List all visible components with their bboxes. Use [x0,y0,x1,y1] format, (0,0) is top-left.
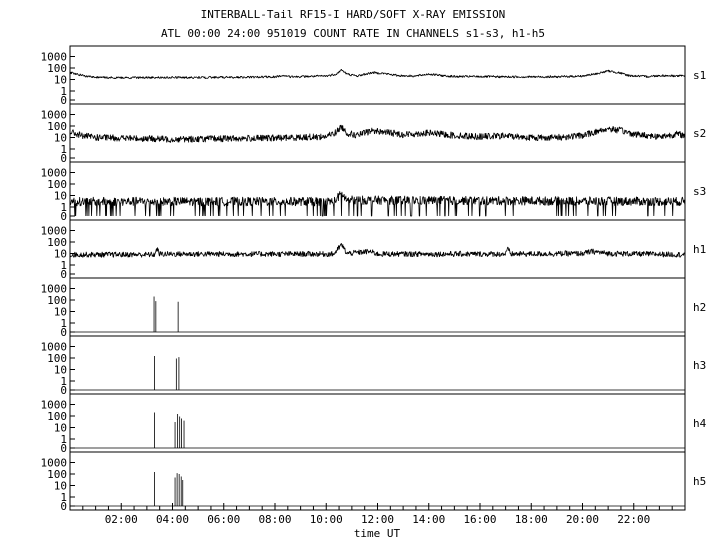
y-tick-label-s1: 10 [54,74,67,87]
channel-label-h1: h1 [693,243,706,256]
x-tick-label: 02:00 [105,513,138,526]
x-tick-label: 14:00 [412,513,445,526]
series-line-h4 [70,412,685,449]
channel-label-s3: s3 [693,185,706,198]
y-tick-label-s1: 1 [60,85,67,98]
x-tick-label: 16:00 [463,513,496,526]
y-tick-label-s3: 100 [47,178,67,191]
y-tick-label-h4: 0 [60,442,67,455]
series-line-s3 [69,191,686,217]
y-tick-label-s3: 0 [60,210,67,223]
panel-group: 10001001010s110001001010s210001001010s31… [41,45,707,513]
y-tick-label-h5: 100 [47,468,67,481]
x-axis: 02:00 04:00 06:00 08:00 10:00 12:00 14:00 16:00… [69,503,686,526]
y-tick-label-s2: 1000 [41,109,68,122]
y-tick-label-h5: 1000 [41,457,68,470]
channel-label-h2: h2 [693,301,706,314]
y-tick-label-h2: 0 [60,326,67,339]
y-tick-label-h4: 10 [54,422,67,435]
channel-label-s2: s2 [693,127,706,140]
channel-label-h4: h4 [693,417,707,430]
x-tick-label: 22:00 [617,513,650,526]
y-tick-label-s1: 100 [47,62,67,75]
y-tick-label-h2: 1 [60,317,67,330]
x-tick-label: 18:00 [515,513,548,526]
y-tick-label-h3: 1 [60,375,67,388]
series-line-h1 [69,243,686,258]
y-tick-label-s1: 1000 [41,51,68,64]
y-tick-label-s3: 1 [60,201,67,214]
y-tick-label-h5: 10 [54,480,67,493]
y-tick-label-h2: 10 [54,306,67,319]
y-tick-label-h1: 10 [54,248,67,261]
y-tick-label-h5: 0 [60,500,67,513]
channel-label-h3: h3 [693,359,706,372]
chart-subtitle: ATL 00:00 24:00 951019 COUNT RATE IN CHA… [161,27,545,40]
series-line-s1 [69,68,686,80]
channel-label-s1: s1 [693,69,706,82]
y-tick-label-h2: 1000 [41,283,68,296]
y-tick-label-h4: 1000 [41,399,68,412]
y-tick-label-h4: 100 [47,410,67,423]
y-tick-label-s3: 10 [54,190,67,203]
x-tick-label: 20:00 [566,513,599,526]
y-tick-label-s2: 10 [54,132,67,145]
series-line-s2 [69,124,686,143]
y-tick-label-h3: 0 [60,384,67,397]
y-tick-label-s2: 100 [47,120,67,133]
x-axis-label: time UT [354,527,401,540]
y-tick-label-h1: 0 [60,268,67,281]
x-tick-label: 12:00 [361,513,394,526]
chart-title: INTERBALL-Tail RF15-I HARD/SOFT X-RAY EM… [201,8,506,21]
series-line-h3 [70,355,685,391]
series-line-h2 [70,296,685,333]
y-tick-label-h5: 1 [60,491,67,504]
y-tick-label-h1: 1 [60,259,67,272]
y-tick-label-s3: 1000 [41,167,68,180]
y-tick-label-h2: 100 [47,294,67,307]
series-line-h5 [70,471,685,507]
y-tick-label-s2: 1 [60,143,67,156]
channel-label-h5: h5 [693,475,706,488]
y-tick-label-h1: 1000 [41,225,68,238]
x-tick-label: 10:00 [310,513,343,526]
y-tick-label-h1: 100 [47,236,67,249]
x-tick-label: 08:00 [258,513,291,526]
y-tick-label-h3: 10 [54,364,67,377]
y-tick-label-h4: 1 [60,433,67,446]
y-tick-label-s1: 0 [60,94,67,107]
y-tick-label-h3: 1000 [41,341,68,354]
x-tick-label: 04:00 [156,513,189,526]
y-tick-label-h3: 100 [47,352,67,365]
x-tick-label: 06:00 [207,513,240,526]
y-tick-label-s2: 0 [60,152,67,165]
